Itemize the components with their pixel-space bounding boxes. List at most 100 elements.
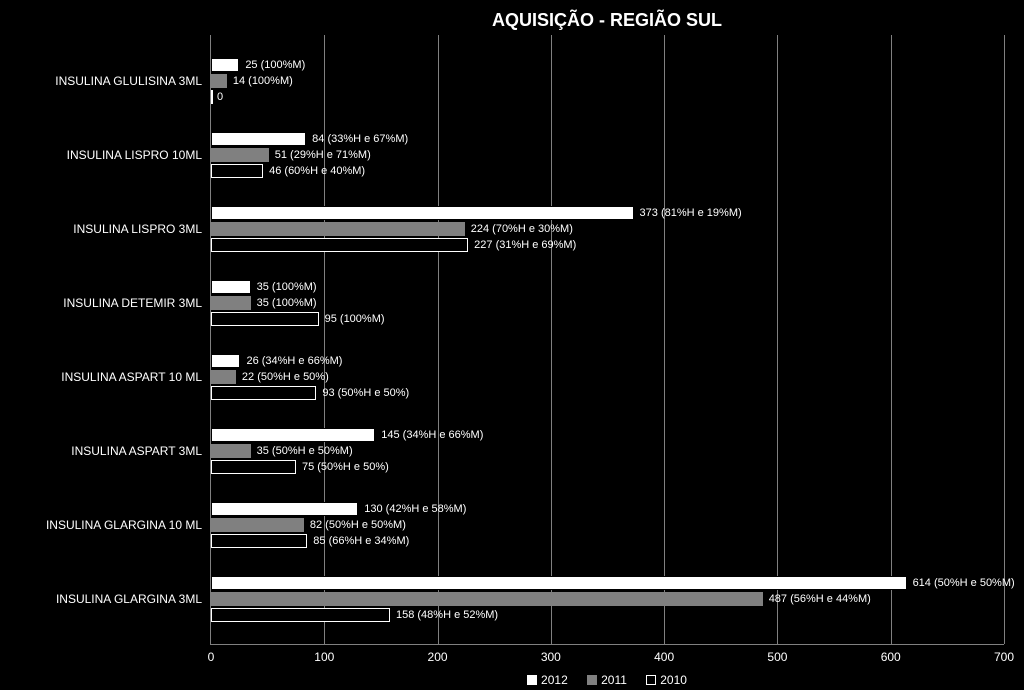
x-tick-label: 200 — [428, 650, 448, 664]
bar-2010: 85 (66%H e 34%M) — [211, 534, 307, 548]
bar-fill — [211, 354, 240, 368]
bar-fill — [211, 502, 358, 516]
legend-label-2010: 2010 — [660, 673, 687, 687]
bar-2010: 158 (48%H e 52%M) — [211, 608, 390, 622]
category-label: INSULINA GLULISINA 3ML — [55, 74, 202, 88]
category-label: INSULINA LISPRO 10ML — [67, 148, 202, 162]
bar-fill — [211, 608, 390, 622]
category-label: INSULINA ASPART 10 ML — [61, 370, 202, 384]
bar-fill — [211, 534, 307, 548]
bar-2012: 145 (34%H e 66%M) — [211, 428, 375, 442]
bar-fill — [211, 222, 465, 236]
x-tick-label: 500 — [767, 650, 787, 664]
gridline — [551, 35, 552, 644]
data-label: 75 (50%H e 50%) — [296, 461, 389, 473]
bar-2012: 614 (50%H e 50%M) — [211, 576, 907, 590]
category-label: INSULINA GLARGINA 3ML — [56, 592, 202, 606]
category-label: INSULINA GLARGINA 10 ML — [46, 518, 202, 532]
data-label: 227 (31%H e 69%M) — [468, 239, 576, 251]
bar-2012: 84 (33%H e 67%M) — [211, 132, 306, 146]
bar-fill — [211, 592, 763, 606]
bar-2012: 130 (42%H e 58%M) — [211, 502, 358, 516]
data-label: 487 (56%H e 44%M) — [763, 593, 871, 605]
data-label: 14 (100%M) — [227, 75, 293, 87]
bar-fill — [211, 280, 251, 294]
bar-2011: 22 (50%H e 50%) — [211, 370, 236, 384]
bars-area: 010020030040050060070025 (100%M)14 (100%… — [210, 35, 1004, 645]
bar-fill — [211, 428, 375, 442]
x-tick-label: 400 — [654, 650, 674, 664]
bar-fill — [211, 164, 263, 178]
bar-fill — [211, 74, 227, 88]
bar-2011: 35 (50%H e 50%M) — [211, 444, 251, 458]
data-label: 35 (100%M) — [251, 281, 317, 293]
bar-2012: 25 (100%M) — [211, 58, 239, 72]
data-label: 35 (100%M) — [251, 297, 317, 309]
bar-fill — [211, 518, 304, 532]
gridline — [438, 35, 439, 644]
x-tick-label: 700 — [994, 650, 1014, 664]
data-label: 0 — [211, 91, 223, 103]
legend-swatch-2011 — [587, 675, 597, 685]
gridline — [891, 35, 892, 644]
legend-swatch-2012 — [527, 675, 537, 685]
gridline — [664, 35, 665, 644]
data-label: 373 (81%H e 19%M) — [634, 207, 742, 219]
bar-fill — [211, 148, 269, 162]
category-label: INSULINA ASPART 3ML — [71, 444, 202, 458]
data-label: 614 (50%H e 50%M) — [907, 577, 1015, 589]
bar-2010: 227 (31%H e 69%M) — [211, 238, 468, 252]
bar-fill — [211, 460, 296, 474]
data-label: 26 (34%H e 66%M) — [240, 355, 342, 367]
gridline — [777, 35, 778, 644]
data-label: 158 (48%H e 52%M) — [390, 609, 498, 621]
bar-2011: 224 (70%H e 30%M) — [211, 222, 465, 236]
gridline — [1004, 35, 1005, 644]
bar-fill — [211, 206, 634, 220]
legend-label-2011: 2011 — [601, 673, 627, 687]
bar-fill — [211, 238, 468, 252]
data-label: 35 (50%H e 50%M) — [251, 445, 353, 457]
data-label: 85 (66%H e 34%M) — [307, 535, 409, 547]
bar-fill — [211, 132, 306, 146]
bar-2010: 95 (100%M) — [211, 312, 319, 326]
legend-item-2010: 2010 — [646, 673, 687, 687]
data-label: 130 (42%H e 58%M) — [358, 503, 466, 515]
legend-item-2011: 2011 — [587, 673, 627, 687]
legend-swatch-2010 — [646, 675, 656, 685]
data-label: 25 (100%M) — [239, 59, 305, 71]
bar-2012: 373 (81%H e 19%M) — [211, 206, 634, 220]
bar-fill — [211, 444, 251, 458]
bar-fill — [211, 386, 316, 400]
legend: 2012 2011 2010 — [10, 673, 1004, 688]
bar-fill — [211, 370, 236, 384]
gridline — [324, 35, 325, 644]
bar-2011: 51 (29%H e 71%M) — [211, 148, 269, 162]
data-label: 93 (50%H e 50%) — [316, 387, 409, 399]
data-label: 84 (33%H e 67%M) — [306, 133, 408, 145]
x-tick-label: 100 — [314, 650, 334, 664]
bar-fill — [211, 296, 251, 310]
bar-fill — [211, 576, 907, 590]
x-tick-label: 600 — [881, 650, 901, 664]
bar-2012: 35 (100%M) — [211, 280, 251, 294]
plot-area: INSULINA GLULISINA 3ML INSULINA LISPRO 10… — [10, 35, 1004, 645]
data-label: 46 (60%H e 40%M) — [263, 165, 365, 177]
bar-2010: 93 (50%H e 50%) — [211, 386, 316, 400]
chart-container: AQUISIÇÃO - REGIÃO SUL INSULINA GLULISIN… — [0, 0, 1024, 690]
data-label: 22 (50%H e 50%) — [236, 371, 329, 383]
bar-fill — [211, 58, 239, 72]
bar-2010: 75 (50%H e 50%) — [211, 460, 296, 474]
data-label: 95 (100%M) — [319, 313, 385, 325]
bar-fill — [211, 312, 319, 326]
data-label: 51 (29%H e 71%M) — [269, 149, 371, 161]
bar-2012: 26 (34%H e 66%M) — [211, 354, 240, 368]
legend-item-2012: 2012 — [527, 673, 568, 687]
legend-label-2012: 2012 — [541, 673, 568, 687]
x-tick-label: 300 — [541, 650, 561, 664]
category-label: INSULINA DETEMIR 3ML — [63, 296, 202, 310]
y-axis-labels: INSULINA GLULISINA 3ML INSULINA LISPRO 10… — [10, 35, 210, 645]
bar-2010: 46 (60%H e 40%M) — [211, 164, 263, 178]
bar-2011: 82 (50%H e 50%M) — [211, 518, 304, 532]
bar-2011: 35 (100%M) — [211, 296, 251, 310]
